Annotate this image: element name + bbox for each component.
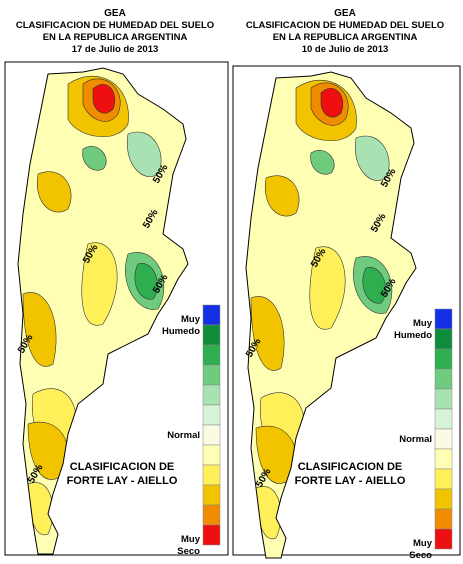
moisture-zone <box>310 150 335 175</box>
legend-swatch <box>434 368 453 390</box>
legend-swatch <box>202 504 221 526</box>
legend-label: Normal <box>167 430 200 441</box>
legend-swatch <box>202 344 221 366</box>
panel-title-line: EN LA REPUBLICA ARGENTINA <box>43 32 188 43</box>
moisture-zone <box>354 135 390 181</box>
moisture-zone <box>264 175 300 217</box>
legend-swatch <box>434 528 453 550</box>
classification-text: CLASIFICACION DE <box>70 461 175 473</box>
legend-swatch <box>434 328 453 350</box>
legend-swatch <box>434 508 453 530</box>
moisture-zone <box>362 267 386 304</box>
legend-swatch <box>202 304 221 326</box>
legend-swatch <box>434 428 453 450</box>
moisture-zone <box>22 292 57 367</box>
legend-swatch <box>202 444 221 466</box>
legend-label: Muy <box>413 538 433 549</box>
panel-title-line: GEA <box>104 8 126 19</box>
legend-label: Humedo <box>162 326 200 337</box>
legend-label: Normal <box>399 434 432 445</box>
legend-swatch <box>202 424 221 446</box>
legend-label: Muy <box>413 318 433 329</box>
legend-swatch <box>202 484 221 506</box>
moisture-zone <box>250 296 285 371</box>
legend-label: Seco <box>177 546 200 557</box>
moisture-zone <box>320 87 343 118</box>
panel-title-line: CLASIFICACION DE HUMEDAD DEL SUELO <box>246 20 444 31</box>
map-area <box>18 68 188 554</box>
legend-swatch <box>434 348 453 370</box>
panel-title-line: GEA <box>334 8 356 19</box>
legend-swatch <box>434 308 453 330</box>
classification-text: CLASIFICACION DE <box>298 461 403 473</box>
legend-label: Seco <box>409 550 432 559</box>
moisture-zone <box>92 83 115 114</box>
legend-label: Humedo <box>394 330 432 341</box>
moisture-zone <box>134 263 158 300</box>
country-outline <box>245 71 417 559</box>
moisture-zone <box>81 242 118 326</box>
legend-swatch <box>434 448 453 470</box>
legend-swatch <box>202 404 221 426</box>
legend-swatch <box>202 524 221 546</box>
legend-swatch <box>434 408 453 430</box>
moisture-zone <box>82 146 107 171</box>
legend-swatch <box>434 468 453 490</box>
legend-swatch <box>202 324 221 346</box>
moisture-zone <box>36 171 72 213</box>
legend-swatch <box>202 464 221 486</box>
panel-title-line: 10 de Julio de 2013 <box>302 44 389 55</box>
panel-title-line: CLASIFICACION DE HUMEDAD DEL SUELO <box>16 20 214 31</box>
classification-text: FORTE LAY - AIELLO <box>67 475 178 487</box>
panel-title-line: 17 de Julio de 2013 <box>72 44 159 55</box>
legend-swatch <box>434 388 453 410</box>
panel-title-line: EN LA REPUBLICA ARGENTINA <box>273 32 418 43</box>
moisture-zone <box>126 131 162 177</box>
legend-label: Muy <box>181 534 201 545</box>
legend-swatch <box>434 488 453 510</box>
legend-swatch <box>202 384 221 406</box>
moisture-zone <box>309 246 346 330</box>
country-outline <box>17 67 189 555</box>
map-area <box>246 72 416 558</box>
classification-text: FORTE LAY - AIELLO <box>295 475 406 487</box>
legend-swatch <box>202 364 221 386</box>
legend-label: Muy <box>181 314 201 325</box>
